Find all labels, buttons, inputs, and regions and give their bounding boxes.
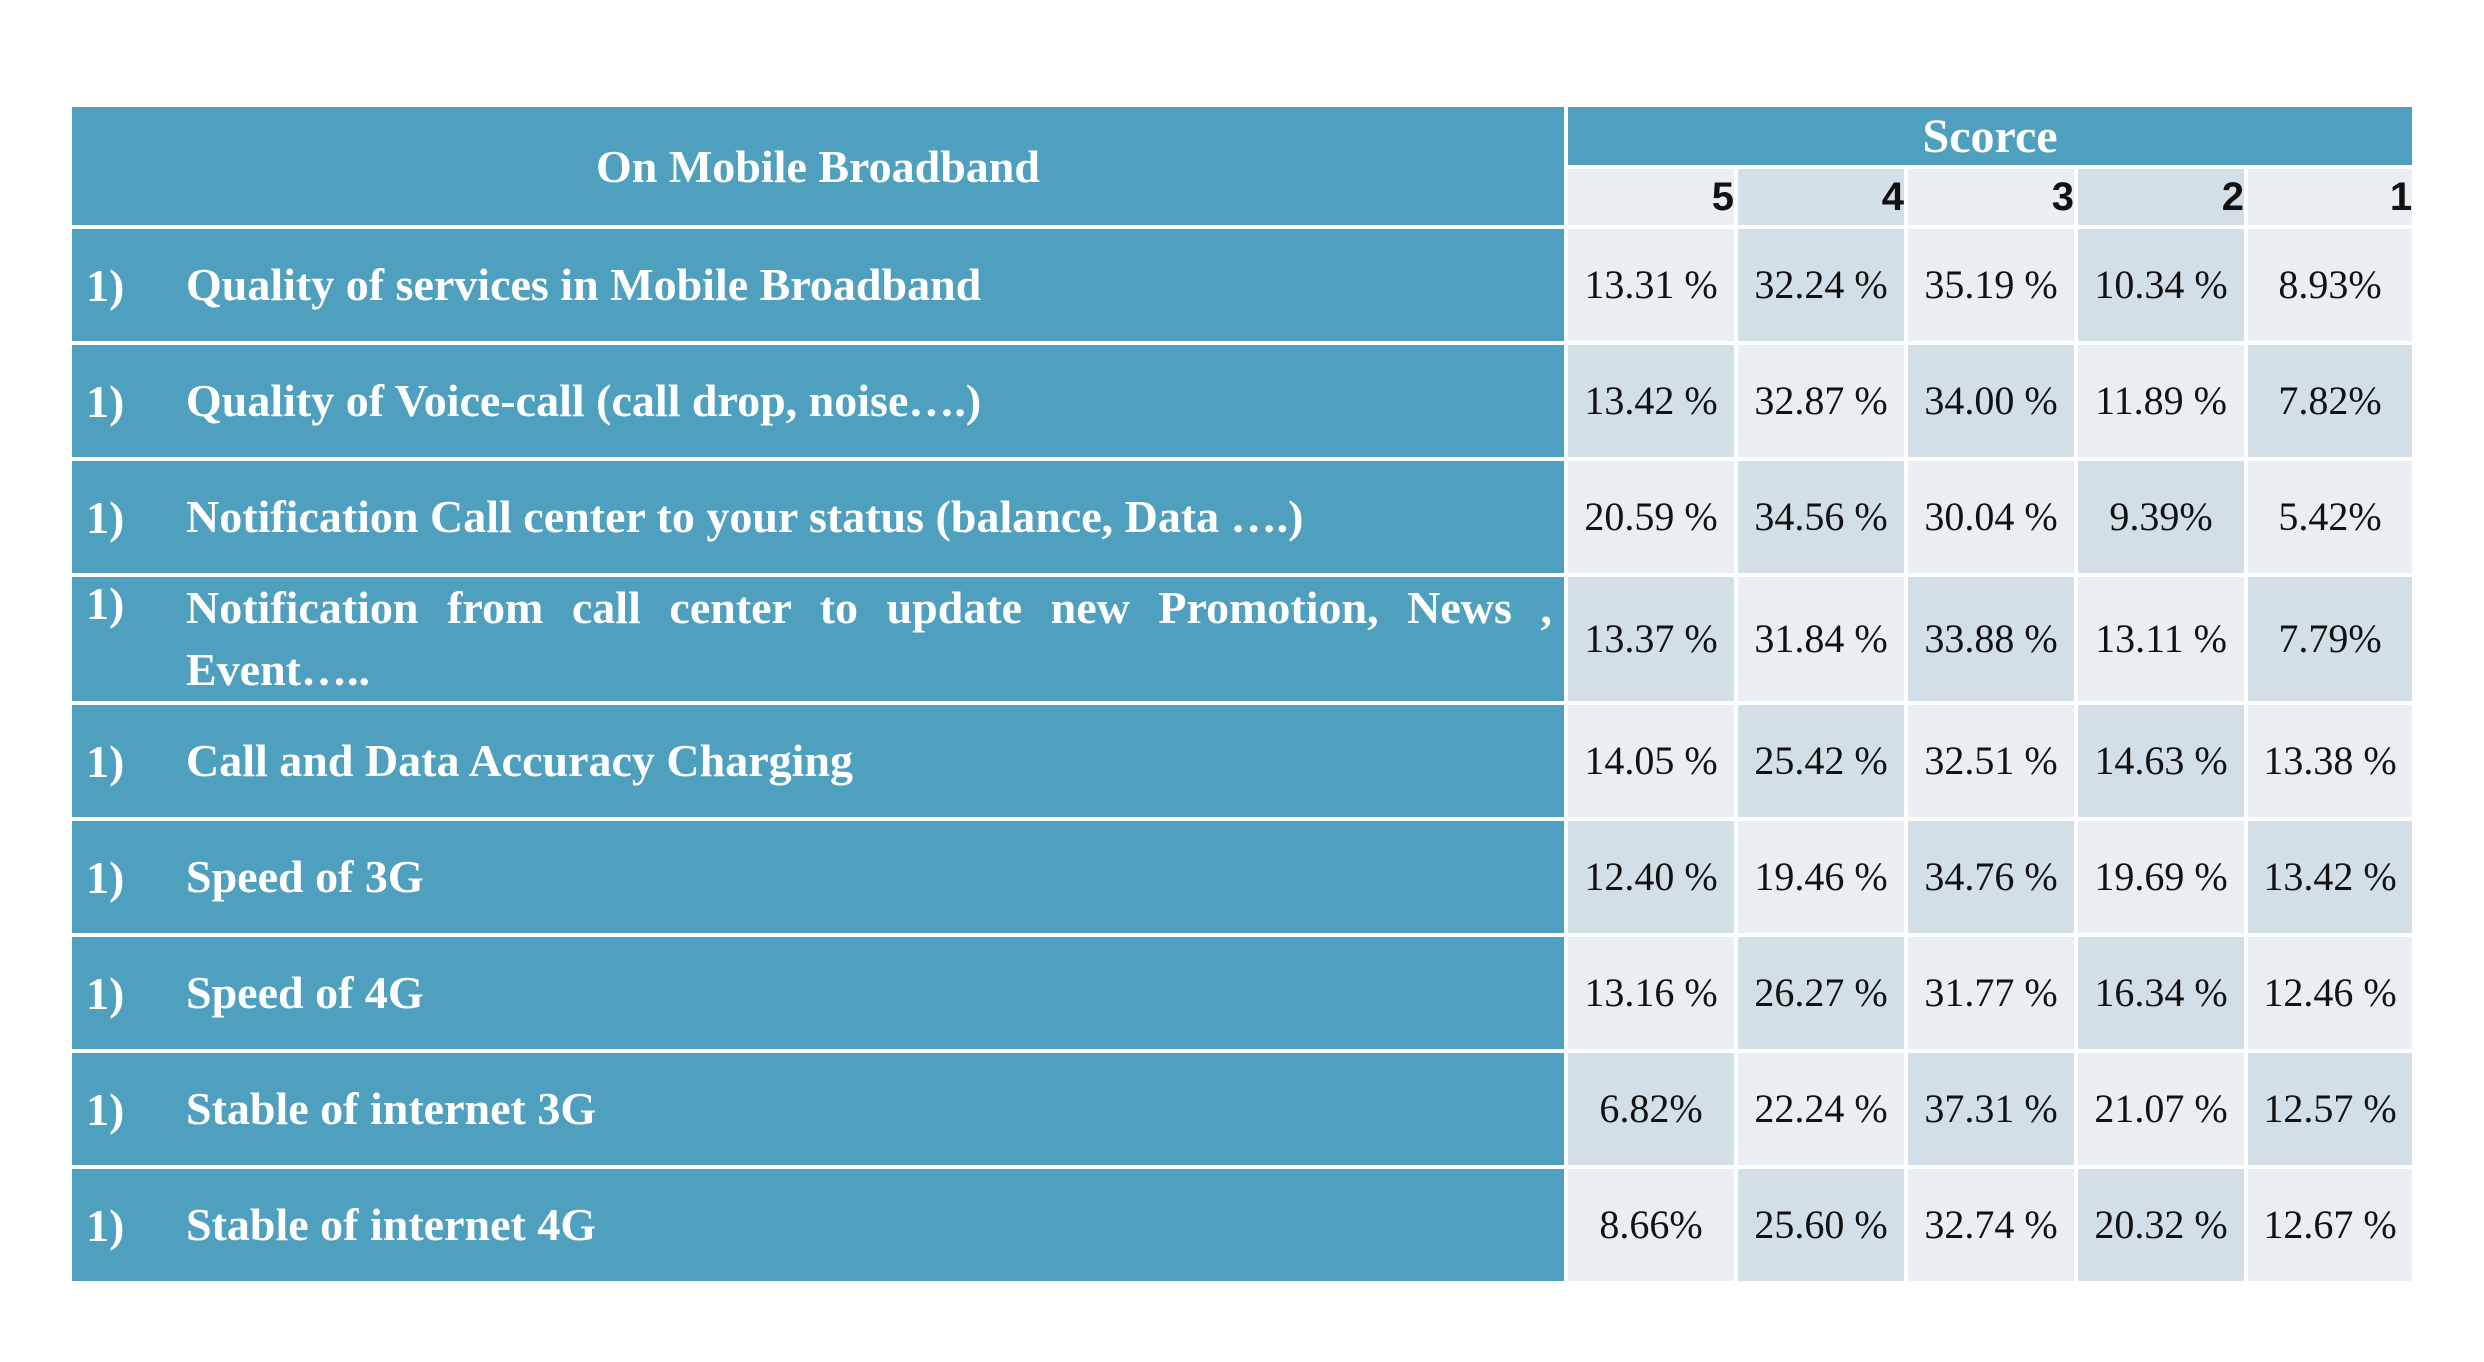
- row-label: Call and Data Accuracy Charging: [186, 735, 853, 786]
- score-column-2: 2: [2074, 165, 2248, 229]
- value-score-3: 32.51 %: [1904, 701, 2078, 821]
- value-score-4: 32.24 %: [1734, 225, 1908, 345]
- row-label: Speed of 3G: [186, 851, 424, 902]
- value-score-5: 13.16 %: [1564, 933, 1738, 1053]
- row-label-cell: 1) Notification Call center to your stat…: [68, 457, 1568, 577]
- row-number: 1): [86, 578, 125, 629]
- row-label: Quality of Voice-call (call drop, noise……: [186, 375, 982, 426]
- value-score-2: 14.63 %: [2074, 701, 2248, 821]
- row-label: Stable of internet 4G: [186, 1199, 597, 1250]
- value-score-4: 19.46 %: [1734, 817, 1908, 937]
- value-score-4: 26.27 %: [1734, 933, 1908, 1053]
- row-number: 1): [86, 491, 125, 543]
- value-score-3: 30.04 %: [1904, 457, 2078, 577]
- score-column-1: 1: [2243, 165, 2417, 229]
- table-row: 1) Call and Data Accuracy Charging 14.05…: [68, 701, 2417, 821]
- row-label-cell: 1) Quality of services in Mobile Broadba…: [68, 225, 1568, 345]
- value-score-3: 34.76 %: [1904, 817, 2078, 937]
- header-row-scores: 5 4 3 2 1: [70, 165, 2417, 229]
- value-score-3: 37.31 %: [1904, 1049, 2078, 1169]
- value-score-4: 31.84 %: [1734, 573, 1908, 705]
- value-score-5: 14.05 %: [1564, 701, 1738, 821]
- table-row: 1) Notification Call center to your stat…: [68, 457, 2417, 577]
- value-score-2: 21.07 %: [2074, 1049, 2248, 1169]
- value-score-4: 25.60 %: [1734, 1165, 1908, 1285]
- table-body: 1) Quality of services in Mobile Broadba…: [68, 225, 2417, 1285]
- value-score-3: 33.88 %: [1904, 573, 2078, 705]
- value-score-3: 32.74 %: [1904, 1165, 2078, 1285]
- value-score-4: 32.87 %: [1734, 341, 1908, 461]
- row-number: 1): [86, 1199, 125, 1251]
- table-row: 1) Quality of Voice-call (call drop, noi…: [68, 341, 2417, 461]
- value-score-2: 16.34 %: [2074, 933, 2248, 1053]
- value-score-5: 13.42 %: [1564, 341, 1738, 461]
- value-score-1: 7.79%: [2243, 573, 2417, 705]
- row-label-cell: 1) Quality of Voice-call (call drop, noi…: [68, 341, 1568, 461]
- value-score-2: 19.69 %: [2074, 817, 2248, 937]
- row-label-cell: 1) Stable of internet 4G: [68, 1165, 1568, 1285]
- row-number: 1): [86, 967, 125, 1019]
- row-number: 1): [86, 851, 125, 903]
- value-score-5: 12.40 %: [1564, 817, 1738, 937]
- value-score-4: 22.24 %: [1734, 1049, 1908, 1169]
- score-header: Scorce: [1563, 103, 2417, 169]
- header-row-top: On Mobile Broadband Scorce: [68, 103, 2417, 229]
- value-score-4: 34.56 %: [1734, 457, 1908, 577]
- value-score-1: 13.42 %: [2243, 817, 2417, 937]
- row-number: 1): [86, 375, 125, 427]
- table-row: 1) Stable of internet 3G 6.82% 22.24 % 3…: [68, 1049, 2417, 1169]
- value-score-1: 5.42%: [2243, 457, 2417, 577]
- value-score-2: 11.89 %: [2074, 341, 2248, 461]
- row-label-cell: 1) Notification from call center to upda…: [68, 573, 1568, 705]
- score-column-5: 5: [1564, 165, 1738, 229]
- row-number: 1): [86, 735, 125, 787]
- row-label-cell: 1) Speed of 4G: [68, 933, 1568, 1053]
- table-row: 1) Notification from call center to upda…: [68, 573, 2417, 705]
- value-score-2: 9.39%: [2074, 457, 2248, 577]
- broadband-score-table: On Mobile Broadband Scorce 5 4 3 2 1 1) …: [68, 103, 2417, 1285]
- value-score-1: 13.38 %: [2243, 701, 2417, 821]
- value-score-1: 7.82%: [2243, 341, 2417, 461]
- row-label: Notification from call center to update …: [186, 582, 1552, 695]
- value-score-1: 12.46 %: [2243, 933, 2417, 1053]
- value-score-2: 13.11 %: [2074, 573, 2248, 705]
- value-score-5: 13.37 %: [1564, 573, 1738, 705]
- table-row: 1) Speed of 3G 12.40 % 19.46 % 34.76 % 1…: [68, 817, 2417, 937]
- row-label: Speed of 4G: [186, 967, 424, 1018]
- value-score-5: 6.82%: [1564, 1049, 1738, 1169]
- row-label-cell: 1) Call and Data Accuracy Charging: [68, 701, 1568, 821]
- value-score-5: 8.66%: [1564, 1165, 1738, 1285]
- table-row: 1) Quality of services in Mobile Broadba…: [68, 225, 2417, 345]
- row-label: Stable of internet 3G: [186, 1083, 597, 1134]
- row-label-cell: 1) Stable of internet 3G: [68, 1049, 1568, 1169]
- score-column-4: 4: [1734, 165, 1908, 229]
- value-score-3: 35.19 %: [1904, 225, 2078, 345]
- table-title: On Mobile Broadband: [68, 103, 1568, 229]
- value-score-5: 13.31 %: [1564, 225, 1738, 345]
- value-score-1: 12.57 %: [2243, 1049, 2417, 1169]
- row-label: Notification Call center to your status …: [186, 491, 1304, 542]
- value-score-4: 25.42 %: [1734, 701, 1908, 821]
- row-label-cell: 1) Speed of 3G: [68, 817, 1568, 937]
- table-row: 1) Speed of 4G 13.16 % 26.27 % 31.77 % 1…: [68, 933, 2417, 1053]
- value-score-3: 34.00 %: [1904, 341, 2078, 461]
- value-score-5: 20.59 %: [1564, 457, 1738, 577]
- table-row: 1) Stable of internet 4G 8.66% 25.60 % 3…: [68, 1165, 2417, 1285]
- value-score-1: 8.93%: [2243, 225, 2417, 345]
- row-number: 1): [86, 1083, 125, 1135]
- score-column-3: 3: [1904, 165, 2078, 229]
- value-score-3: 31.77 %: [1904, 933, 2078, 1053]
- row-label: Quality of services in Mobile Broadband: [186, 259, 982, 310]
- value-score-2: 10.34 %: [2074, 225, 2248, 345]
- row-number: 1): [86, 259, 125, 311]
- value-score-2: 20.32 %: [2074, 1165, 2248, 1285]
- value-score-1: 12.67 %: [2243, 1165, 2417, 1285]
